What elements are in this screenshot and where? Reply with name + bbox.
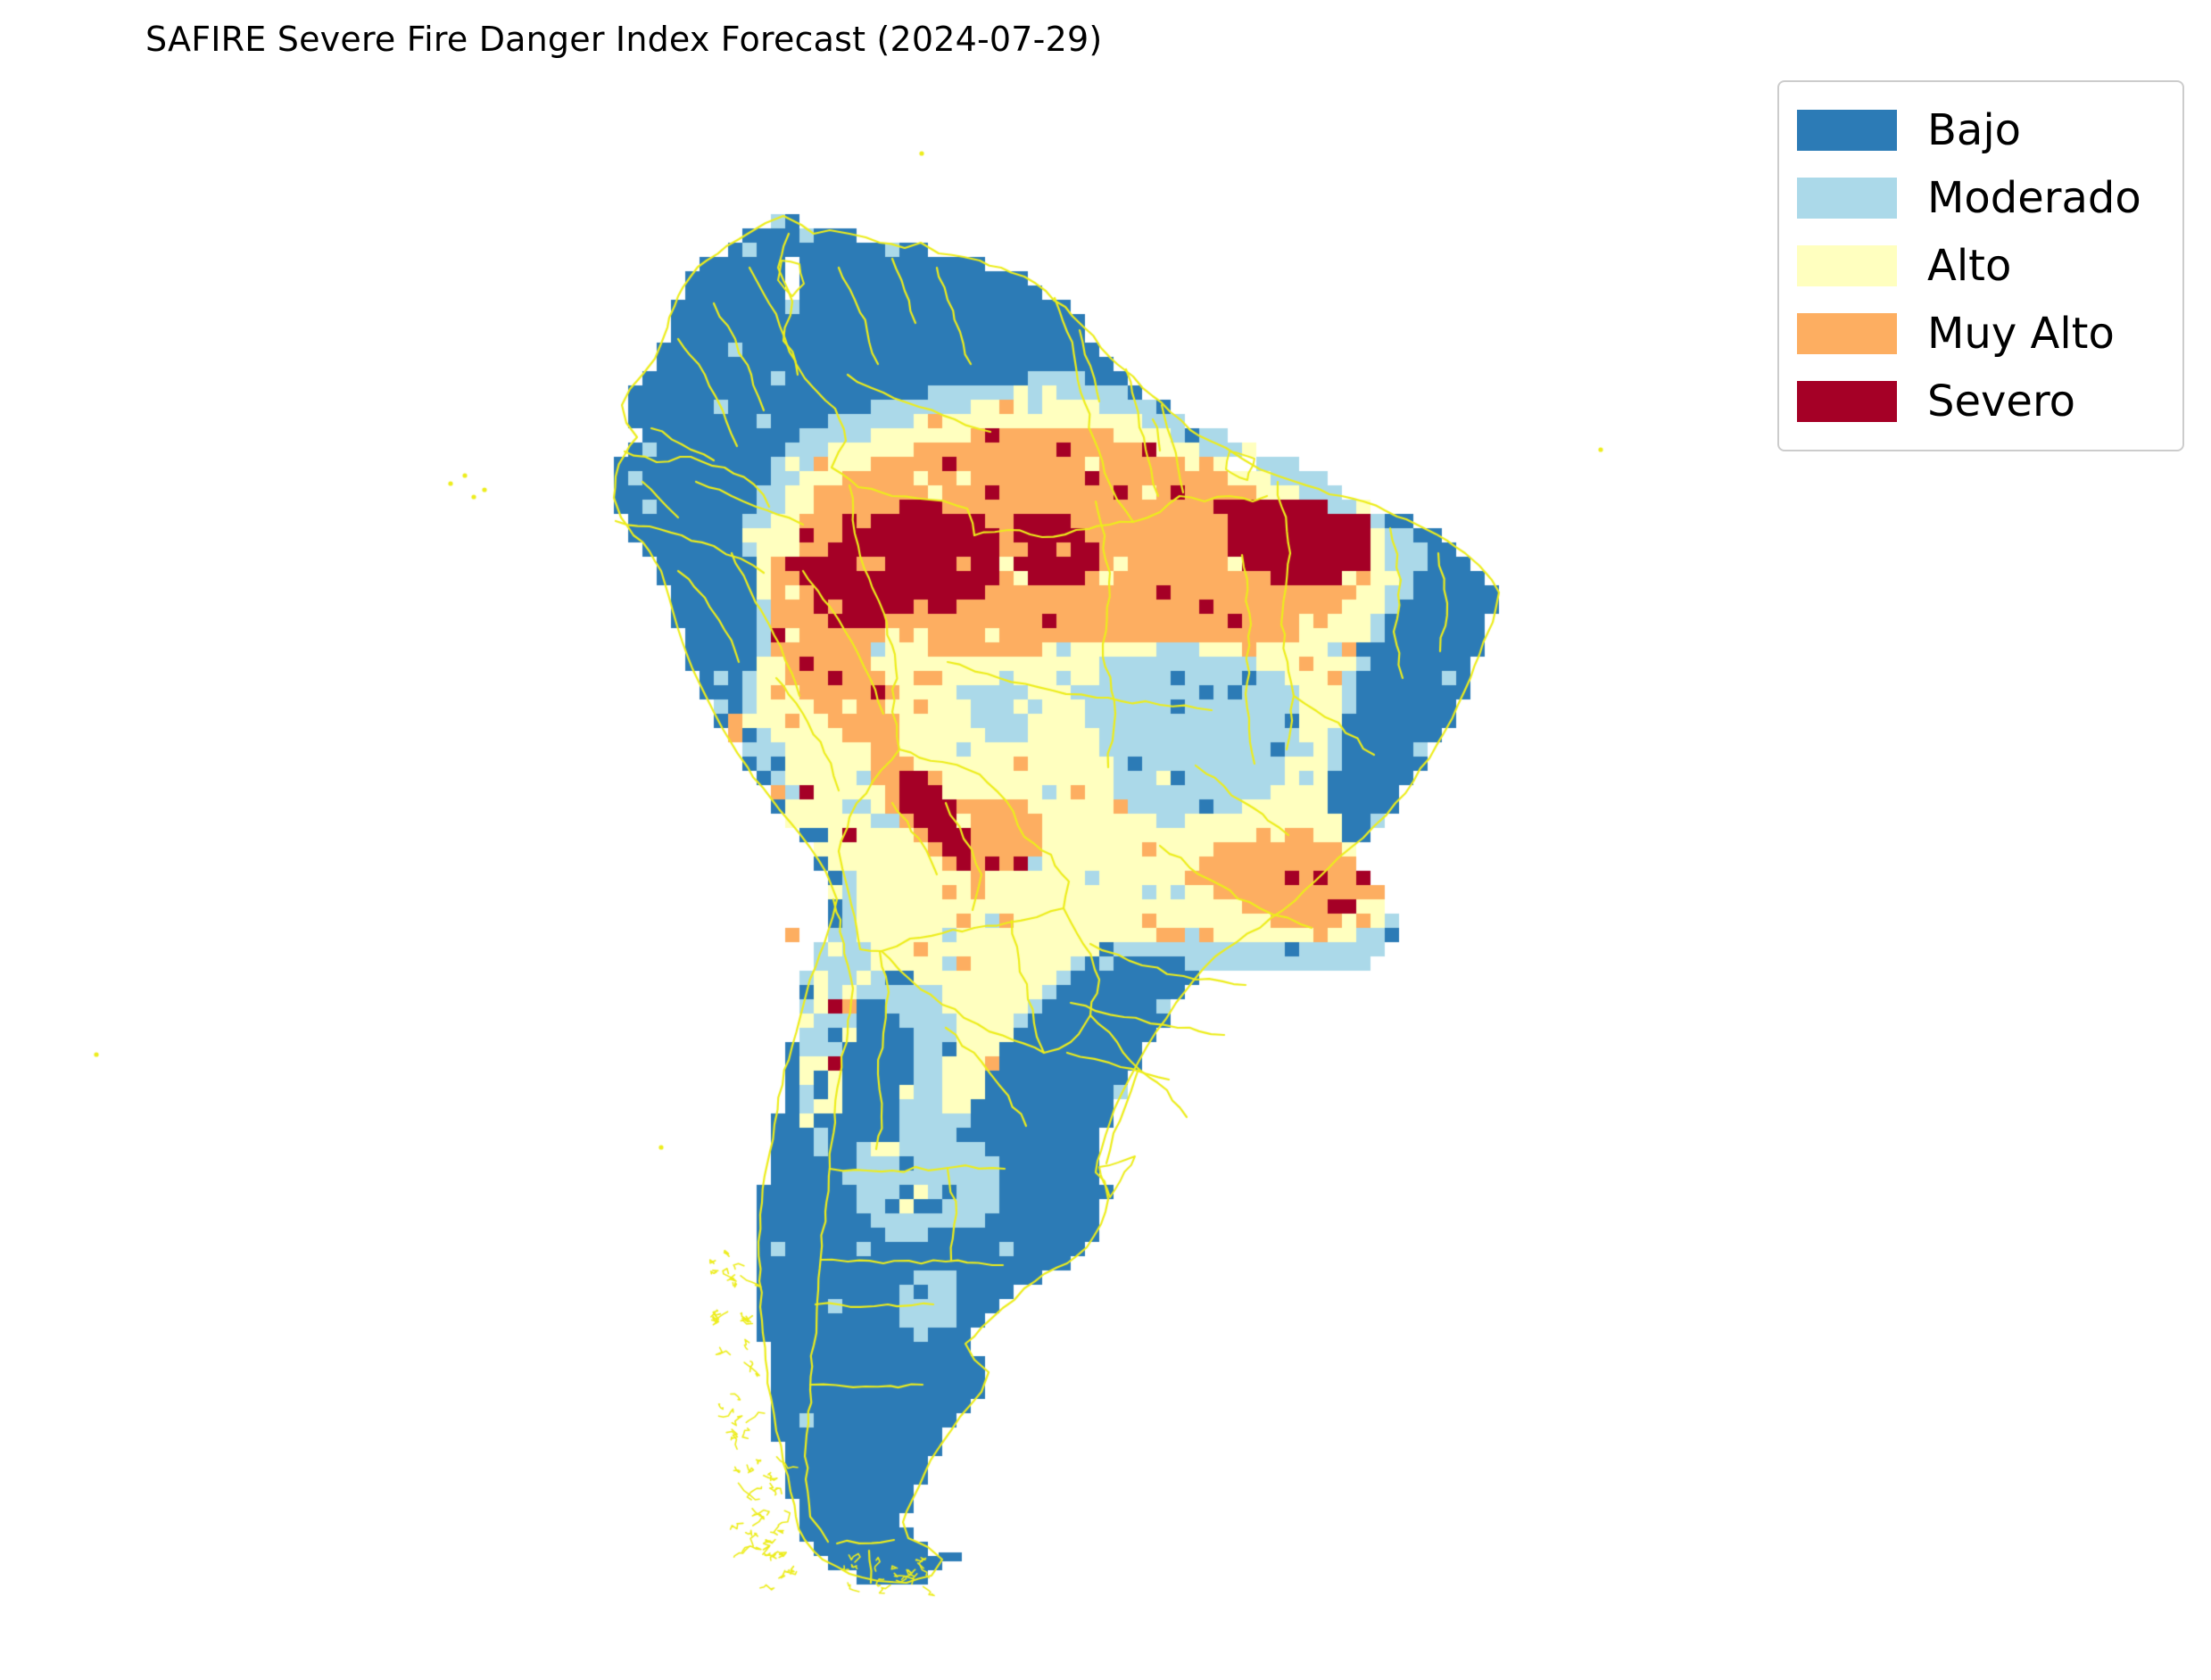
legend-swatch: [1797, 110, 1897, 151]
legend-item-label: Alto: [1927, 241, 2012, 291]
legend: Bajo Moderado Alto Muy Alto Severo: [1777, 80, 2184, 451]
legend-item: Severo: [1797, 369, 2165, 434]
legend-swatch: [1797, 381, 1897, 422]
page-title: SAFIRE Severe Fire Danger Index Forecast…: [145, 20, 1103, 59]
legend-item-label: Bajo: [1927, 105, 2022, 155]
legend-swatch: [1797, 313, 1897, 354]
legend-item: Muy Alto: [1797, 302, 2165, 366]
legend-swatch: [1797, 245, 1897, 286]
legend-item: Alto: [1797, 234, 2165, 298]
legend-item-label: Severo: [1927, 377, 2075, 426]
legend-item-label: Moderado: [1927, 173, 2141, 223]
legend-item-label: Muy Alto: [1927, 309, 2115, 359]
legend-item: Moderado: [1797, 166, 2165, 230]
legend-item: Bajo: [1797, 98, 2165, 162]
legend-swatch: [1797, 178, 1897, 219]
